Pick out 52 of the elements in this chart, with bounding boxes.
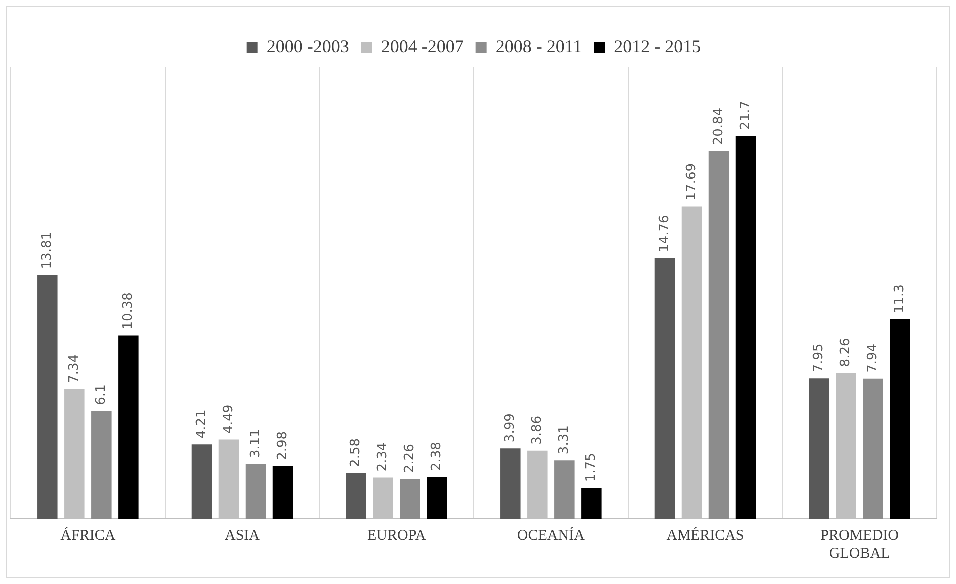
- bar: [654, 258, 676, 519]
- legend-label: 2000 -2003: [266, 36, 350, 57]
- data-label: 2.98: [275, 431, 290, 460]
- legend-label: 2008 - 2011: [496, 36, 582, 57]
- bar: [736, 136, 756, 519]
- bar: [246, 464, 266, 519]
- data-label: 11.3: [892, 284, 908, 314]
- data-label: 2.26: [402, 444, 418, 474]
- data-label: 2.38: [430, 442, 445, 471]
- bar: [346, 473, 366, 519]
- data-label: 20.84: [711, 108, 726, 146]
- bar: [272, 466, 294, 519]
- bar: [809, 378, 830, 519]
- data-label: 2.58: [348, 438, 364, 468]
- bar: [500, 448, 521, 519]
- bar: [92, 411, 112, 519]
- data-label: 1.75: [584, 453, 600, 482]
- bar: [890, 320, 910, 519]
- bar: [582, 488, 602, 519]
- data-label: 14.76: [657, 215, 672, 252]
- data-label: 4.49: [221, 404, 236, 434]
- x-tick-label: AMÉRICAS: [666, 526, 744, 544]
- x-tick-label: OCEANÍA: [517, 526, 586, 544]
- bar: [863, 378, 884, 519]
- legend-label: 2012 - 2015: [614, 36, 702, 57]
- data-label: 21.7: [738, 100, 754, 130]
- data-label: 7.95: [812, 344, 827, 373]
- x-tick-label: PROMEDIO GLOBAL: [820, 528, 900, 562]
- bar: [118, 336, 139, 519]
- bar: [192, 444, 212, 519]
- data-label: 10.38: [121, 292, 136, 330]
- data-label: 7.94: [866, 344, 881, 373]
- data-label: 3.86: [530, 416, 546, 445]
- legend-label: 2004 -2007: [381, 36, 464, 57]
- bar: [554, 460, 575, 519]
- data-label: 13.81: [40, 232, 56, 270]
- data-label: 4.21: [194, 410, 210, 439]
- x-tick-label: EUROPA: [368, 528, 426, 544]
- data-label: 2.34: [376, 442, 391, 472]
- data-label: 3.31: [557, 426, 572, 455]
- data-label: 8.26: [838, 338, 854, 368]
- data-label: 17.69: [684, 164, 700, 201]
- data-label: 3.99: [503, 414, 518, 443]
- bar: [400, 479, 420, 519]
- bar: [38, 275, 58, 519]
- bar: [427, 476, 448, 519]
- x-tick-label: ÁFRICA: [60, 526, 116, 544]
- data-label: 7.34: [67, 354, 82, 384]
- bar: [708, 151, 730, 519]
- data-label: 6.1: [94, 384, 110, 406]
- data-label: 3.11: [248, 429, 264, 458]
- x-tick-label: ASIA: [224, 528, 260, 544]
